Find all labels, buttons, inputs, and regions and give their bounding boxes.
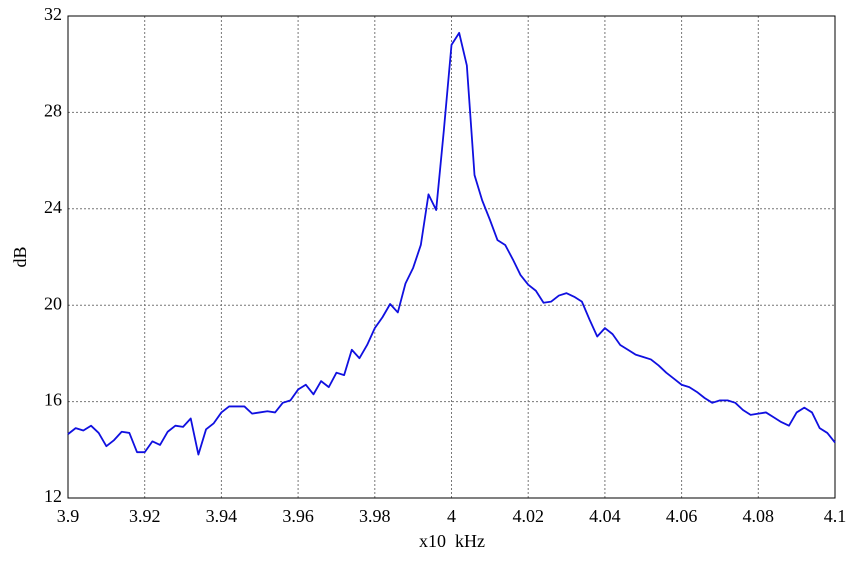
x-tick-label: 3.92 bbox=[129, 506, 161, 526]
y-tick-label: 12 bbox=[44, 486, 62, 506]
x-tick-label: 4.04 bbox=[589, 506, 621, 526]
x-tick-label: 4.02 bbox=[512, 506, 544, 526]
x-tick-label: 3.98 bbox=[359, 506, 391, 526]
x-tick-label: 4.08 bbox=[743, 506, 775, 526]
x-tick-label: 3.9 bbox=[57, 506, 80, 526]
x-tick-label: 4.06 bbox=[666, 506, 698, 526]
y-tick-label: 24 bbox=[44, 197, 62, 217]
y-tick-label: 32 bbox=[44, 4, 62, 24]
x-tick-label: 3.94 bbox=[206, 506, 238, 526]
y-tick-label: 28 bbox=[44, 101, 62, 121]
x-axis-label: x10 kHz bbox=[419, 531, 485, 551]
x-tick-label: 3.96 bbox=[282, 506, 314, 526]
plot-frame bbox=[67, 15, 836, 499]
y-axis-label: dB bbox=[10, 246, 30, 267]
y-tick-label: 16 bbox=[44, 390, 62, 410]
x-tick-label: 4 bbox=[447, 506, 456, 526]
y-tick-label: 20 bbox=[44, 293, 62, 313]
data-line bbox=[67, 31, 836, 456]
x-tick-label: 4.1 bbox=[824, 506, 847, 526]
